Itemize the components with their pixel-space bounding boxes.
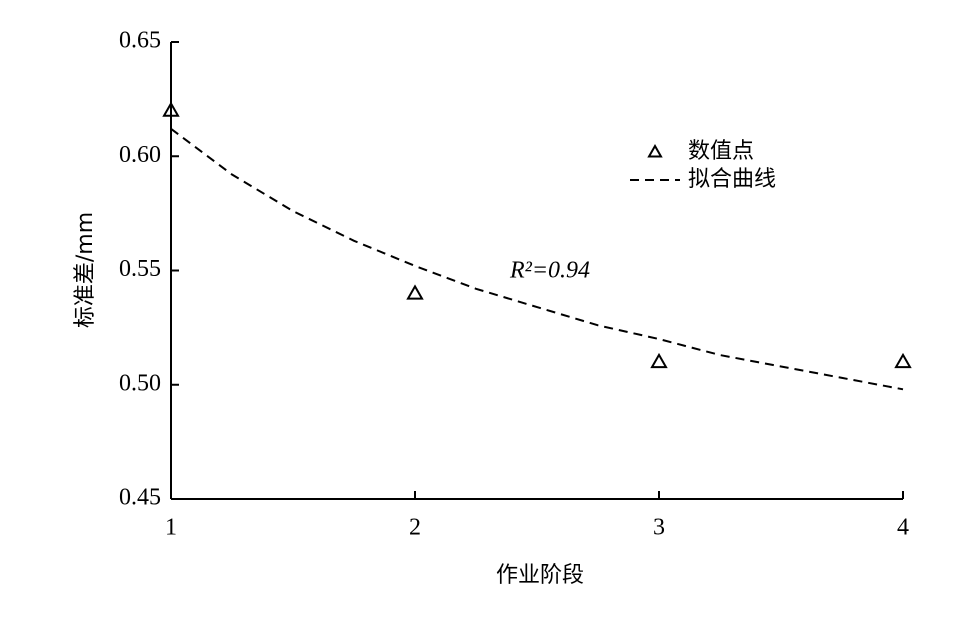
y-tick-label: 0.55 [119, 256, 161, 282]
y-axis-label: 标准差/mm [73, 212, 98, 328]
x-axis-label: 作业阶段 [496, 563, 584, 588]
x-tick-label: 4 [897, 515, 909, 541]
y-tick-label: 0.50 [119, 370, 161, 396]
x-tick-label: 3 [653, 515, 665, 541]
data-point [406, 284, 424, 300]
legend-label: 数值点 [688, 139, 754, 164]
fit-line [170, 128, 904, 391]
y-tick-label: 0.65 [119, 28, 161, 54]
y-tick-label: 0.45 [119, 485, 161, 511]
data-point [162, 101, 180, 117]
annotation: R²=0.94 [509, 258, 590, 284]
y-tick-label: 0.60 [119, 142, 161, 168]
legend-marker [647, 143, 663, 158]
data-point [894, 352, 912, 369]
data-point [650, 352, 668, 369]
x-tick-label: 2 [409, 515, 421, 541]
legend-label: 拟合曲线 [688, 167, 776, 192]
x-tick-label: 1 [165, 515, 177, 541]
